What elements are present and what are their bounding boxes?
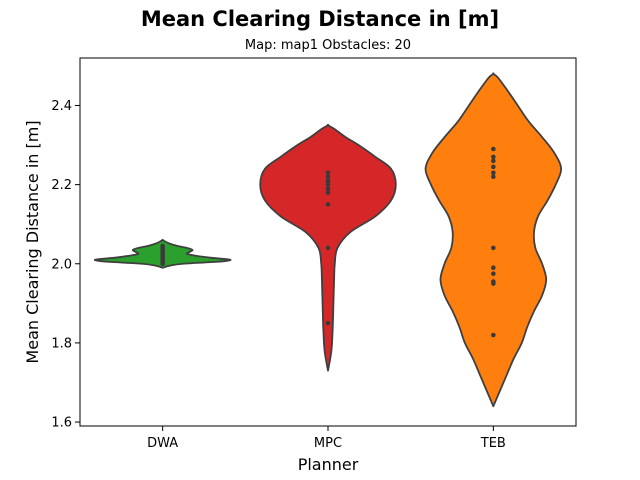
data-point-mpc — [325, 190, 331, 195]
data-point-dwa — [160, 243, 165, 249]
data-point-teb — [491, 146, 496, 152]
data-point-teb — [491, 245, 496, 251]
chart-subtitle: Map: map1 Obstacles: 20 — [245, 38, 411, 53]
y-tick-label: 2.2 — [51, 178, 72, 193]
data-point-teb — [491, 265, 496, 271]
plot-frame — [79, 57, 577, 427]
x-axis-label: Planner — [298, 455, 359, 474]
data-point-teb — [491, 279, 496, 284]
data-point-teb — [491, 332, 496, 338]
data-point-mpc — [325, 178, 331, 183]
x-tick-label: DWA — [147, 436, 178, 451]
data-point-mpc — [325, 245, 331, 251]
data-point-teb — [491, 170, 496, 176]
y-tick-label: 2.0 — [51, 257, 72, 272]
violin-teb — [424, 72, 563, 408]
x-axis-ticks: DWA MPC TEB — [147, 426, 506, 451]
data-point-teb — [491, 164, 496, 170]
data-point-mpc — [325, 170, 331, 176]
y-tick-label: 1.6 — [51, 416, 72, 431]
data-point-mpc — [325, 186, 331, 191]
data-point-teb — [491, 271, 496, 276]
chart-title: Mean Clearing Distance in [m] — [141, 7, 499, 31]
data-point-mpc — [325, 202, 331, 207]
y-tick-label: 1.8 — [51, 336, 72, 351]
data-point-teb — [491, 158, 496, 164]
data-point-teb — [491, 154, 496, 160]
data-point-mpc — [325, 320, 331, 326]
violin-layer — [93, 72, 563, 408]
y-tick-label: 2.4 — [51, 99, 72, 114]
data-point-mpc — [325, 174, 331, 180]
x-tick-label: TEB — [480, 436, 506, 451]
x-tick-label: MPC — [314, 436, 342, 451]
y-axis-ticks: 1.6 1.8 2.0 2.2 2.4 — [51, 99, 80, 431]
y-axis-label: Mean Clearing Distance in [m] — [23, 120, 42, 363]
data-point-teb — [491, 174, 496, 180]
